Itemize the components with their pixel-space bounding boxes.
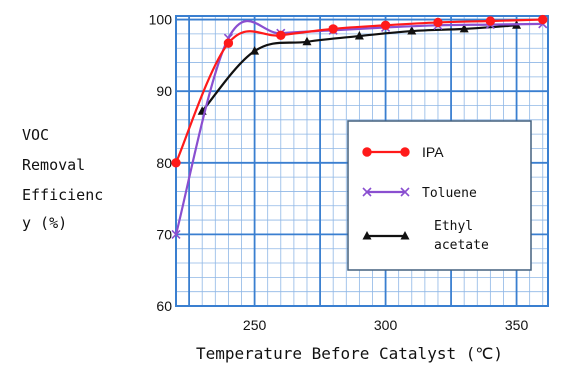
y-tick-label: 90 bbox=[156, 83, 172, 99]
marker-stroke bbox=[400, 187, 410, 197]
legend-label: acetate bbox=[434, 238, 489, 253]
marker-stroke bbox=[171, 229, 181, 239]
legend-marker bbox=[362, 147, 372, 157]
data-point-ethyl-acetate bbox=[302, 36, 312, 46]
y-axis-label-line-1: VOC bbox=[22, 126, 50, 144]
legend-item-ethyl-acetate: Ethyl acetate bbox=[362, 219, 489, 253]
data-point-ethyl-acetate bbox=[407, 26, 417, 35]
data-point-ipa bbox=[223, 38, 234, 48]
legend-box bbox=[347, 120, 532, 271]
data-point-toluene bbox=[171, 229, 181, 239]
legend-marker bbox=[400, 187, 410, 197]
x-tick-label: 300 bbox=[374, 317, 398, 333]
data-point-ipa bbox=[485, 16, 496, 26]
y-tick-label: 100 bbox=[149, 12, 173, 28]
x-tick-label: 250 bbox=[243, 317, 267, 333]
y-tick-label: 80 bbox=[156, 155, 172, 171]
y-axis-label-line-3: Efficienc bbox=[22, 186, 104, 204]
x-axis-label: Temperature Before Catalyst (℃) bbox=[196, 344, 503, 363]
legend-label: Ethyl bbox=[434, 219, 473, 234]
data-point-ipa bbox=[380, 20, 391, 31]
x-tick-label: 350 bbox=[505, 317, 529, 333]
y-axis-label-line-2: Removal bbox=[22, 156, 86, 174]
legend-marker bbox=[362, 231, 372, 240]
y-tick-label: 70 bbox=[156, 226, 172, 242]
data-point-ipa bbox=[433, 17, 443, 28]
legend-marker bbox=[400, 147, 410, 157]
marker-stroke bbox=[362, 187, 372, 197]
series-ethyl-acetate bbox=[197, 20, 522, 115]
data-point-ethyl-acetate bbox=[459, 23, 469, 33]
legend-item-toluene: Toluene bbox=[362, 186, 477, 201]
y-tick-label: 60 bbox=[156, 298, 172, 314]
data-point-ipa bbox=[538, 14, 548, 25]
data-point-ipa bbox=[171, 158, 181, 168]
legend-marker bbox=[362, 187, 372, 197]
data-point-ethyl-acetate bbox=[250, 46, 260, 55]
data-point-ipa bbox=[276, 30, 286, 41]
legend: IPA Toluene Ethyl acetate bbox=[347, 120, 532, 271]
data-point-ethyl-acetate bbox=[354, 31, 364, 40]
legend-label: IPA bbox=[422, 144, 444, 160]
y-axis-label-line-4: y (%) bbox=[22, 214, 68, 232]
data-point-ipa bbox=[328, 24, 338, 34]
legend-label: Toluene bbox=[422, 186, 477, 201]
series-ipa bbox=[171, 14, 548, 168]
legend-item-ipa: IPA bbox=[362, 144, 444, 160]
legend-marker bbox=[400, 231, 410, 240]
